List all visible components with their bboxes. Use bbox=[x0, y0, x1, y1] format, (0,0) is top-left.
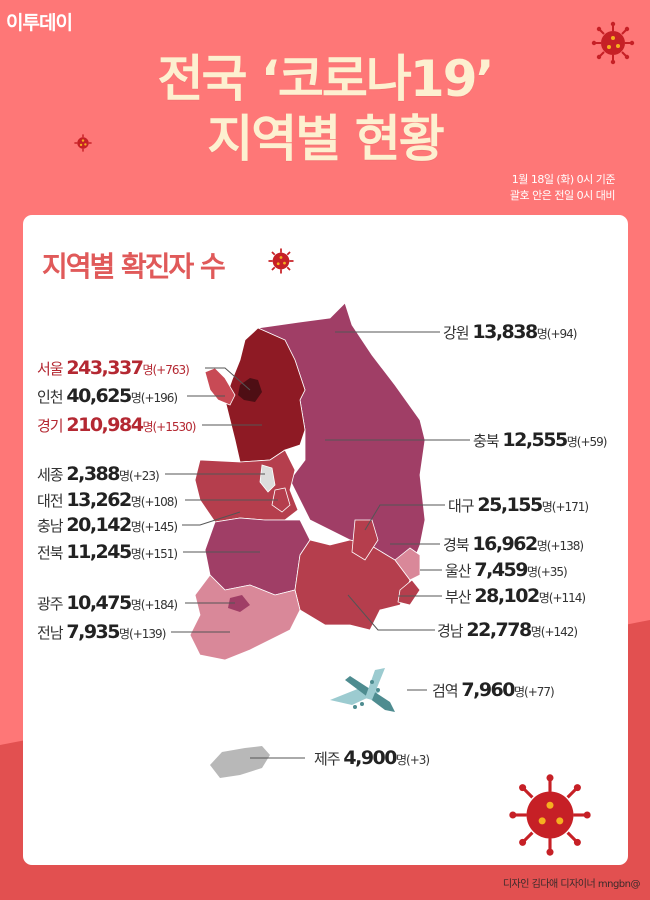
region-label-gwangju: 광주 10,475명(+184) bbox=[37, 592, 178, 614]
page-title-line2: 지역별 현황 bbox=[207, 110, 444, 168]
region-label-jeonbuk: 전북 11,245명(+151) bbox=[37, 541, 178, 563]
region-label-daegu: 대구 25,155명(+171) bbox=[448, 494, 589, 516]
logo: 이투데이 bbox=[6, 12, 73, 34]
virus-icon bbox=[591, 21, 635, 65]
region-label-ulsan: 울산 7,459명(+35) bbox=[445, 559, 568, 581]
virus-icon bbox=[509, 774, 591, 856]
region-label-seoul: 서울 243,337명(+763) bbox=[37, 357, 190, 379]
region-label-daejeon: 대전 13,262명(+108) bbox=[37, 489, 178, 511]
region-sejong bbox=[259, 464, 276, 493]
virus-icon bbox=[268, 248, 294, 274]
region-daegu bbox=[351, 519, 379, 561]
region-label-gyeongnam: 경남 22,778명(+142) bbox=[437, 619, 578, 641]
airplane-icon bbox=[330, 668, 395, 712]
region-label-incheon: 인천 40,625명(+196) bbox=[37, 385, 178, 407]
page-title-line1: 전국 ‘코로나19’ bbox=[157, 50, 495, 108]
region-daejeon bbox=[271, 487, 291, 513]
region-label-jeju: 제주 4,900명(+3) bbox=[314, 747, 430, 769]
card-title: 지역별 확진자 수 bbox=[42, 250, 226, 283]
region-label-chungbuk: 충북 12,555명(+59) bbox=[473, 429, 607, 451]
region-label-gyeongbuk: 경북 16,962명(+138) bbox=[443, 533, 584, 555]
region-ulsan bbox=[394, 547, 421, 581]
region-jeonnam bbox=[189, 574, 301, 661]
region-gyeongnam bbox=[294, 539, 411, 631]
region-gwangju bbox=[228, 595, 250, 612]
region-label-gyeonggi: 경기 210,984명(+1530) bbox=[37, 414, 196, 436]
virus-icon bbox=[74, 134, 92, 152]
region-label-busan: 부산 28,102명(+114) bbox=[445, 585, 586, 607]
basis-note: 1월 18일 (화) 0시 기준 괄호 안은 전일 0시 대비 bbox=[509, 173, 616, 202]
region-busan bbox=[397, 579, 421, 606]
region-jeonbuk bbox=[204, 517, 311, 596]
region-incheon bbox=[204, 367, 236, 406]
region-label-jeonnam: 전남 7,935명(+139) bbox=[37, 621, 166, 643]
region-label-gangwon: 강원 13,838명(+94) bbox=[443, 321, 577, 343]
region-label-quarantine: 검역 7,960명(+77) bbox=[432, 679, 555, 701]
region-label-chungnam: 충남 20,142명(+145) bbox=[37, 514, 178, 536]
design-credit: 디자인 김다애 디자이너 mngbn@ bbox=[502, 879, 641, 890]
region-jeju bbox=[210, 746, 270, 778]
region-label-sejong: 세종 2,388명(+23) bbox=[37, 463, 160, 485]
